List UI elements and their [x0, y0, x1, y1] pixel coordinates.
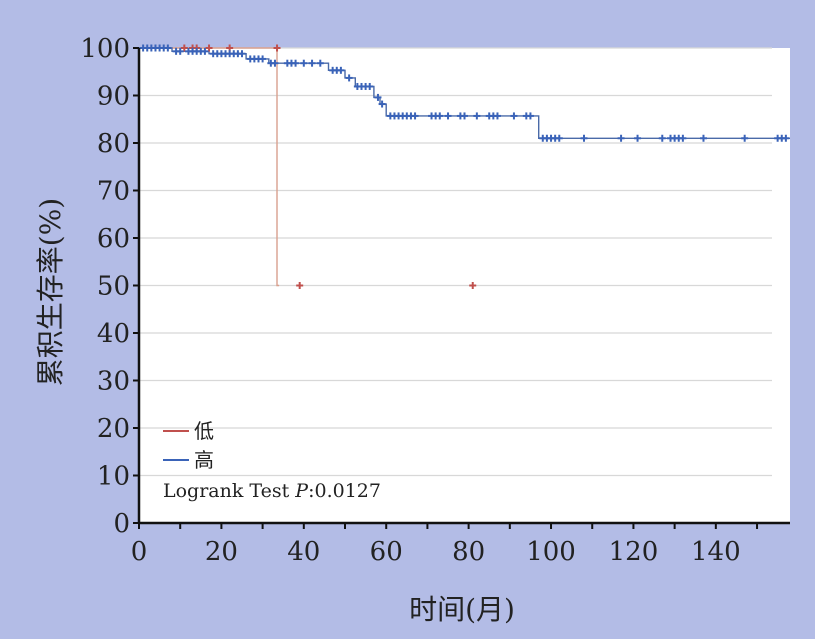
- x-tick-label-20: 20: [205, 537, 238, 567]
- y-tick-label-50: 50: [97, 272, 130, 302]
- censor-mark-high: [617, 134, 625, 142]
- censor-mark-high: [378, 100, 386, 108]
- y-tick-label-20: 20: [97, 414, 130, 444]
- legend-label-low: 低: [194, 419, 214, 443]
- censor-mark-low: [205, 44, 213, 52]
- y-tick-label-0: 0: [113, 509, 130, 539]
- y-tick-label-30: 30: [97, 367, 130, 397]
- censor-mark-high: [345, 74, 353, 82]
- censor-mark-high: [679, 134, 687, 142]
- censor-mark-high: [510, 112, 518, 120]
- x-tick-label-140: 140: [691, 537, 741, 567]
- censor-mark-high: [374, 93, 382, 101]
- censor-markers: [139, 44, 790, 289]
- censor-mark-high: [201, 47, 209, 55]
- logrank-annotation: Logrank Test P:0.0127: [163, 480, 381, 502]
- censor-mark-high: [658, 134, 666, 142]
- x-tick-label-100: 100: [526, 537, 576, 567]
- censor-mark-high: [366, 82, 374, 90]
- censor-mark-high: [634, 134, 642, 142]
- series-line-high: [139, 47, 790, 139]
- censor-mark-high: [493, 112, 501, 120]
- legend-label-high: 高: [194, 448, 214, 472]
- censor-mark-low: [180, 44, 188, 52]
- censor-mark-high: [580, 134, 588, 142]
- censor-mark-high: [526, 112, 534, 120]
- censor-mark-high: [337, 66, 345, 74]
- y-axis-title: 累积生存率(%): [34, 198, 67, 386]
- censor-mark-high: [176, 47, 184, 55]
- censor-mark-high: [411, 112, 419, 120]
- y-tick-label-80: 80: [97, 129, 130, 159]
- censor-mark-high: [271, 59, 279, 67]
- censor-mark-high: [238, 50, 246, 58]
- censor-mark-high: [300, 59, 308, 67]
- x-axis-title: 时间(月): [409, 593, 515, 626]
- y-tick-label-100: 100: [80, 34, 130, 64]
- x-tick-label-120: 120: [609, 537, 659, 567]
- censor-mark-high: [473, 112, 481, 120]
- censor-mark-low: [273, 44, 281, 52]
- censor-mark-high: [436, 112, 444, 120]
- legend: 低高: [163, 419, 214, 472]
- censor-mark-high: [461, 112, 468, 120]
- y-tick-label-10: 10: [97, 462, 130, 492]
- grid-lines: [139, 47, 772, 477]
- y-tick-label-90: 90: [97, 82, 130, 112]
- censor-mark-high: [316, 59, 324, 67]
- censor-mark-high: [164, 44, 172, 52]
- censor-mark-high: [782, 134, 790, 142]
- censor-mark-high: [259, 55, 267, 63]
- axis-ticks: 0 10 20 30 40 50 60 70 80 90 100 0 20 40 60 80 100 120 140: [80, 34, 759, 567]
- censor-mark-high: [308, 59, 316, 67]
- y-tick-label-40: 40: [97, 319, 130, 349]
- y-tick-label-60: 60: [97, 224, 130, 254]
- censor-mark-high: [555, 134, 563, 142]
- censor-mark-high: [444, 112, 452, 120]
- censor-mark-high: [699, 134, 707, 142]
- logrank-prefix: Logrank Test: [163, 480, 295, 502]
- x-tick-label-40: 40: [287, 537, 320, 567]
- censor-mark-high: [741, 134, 749, 142]
- y-tick-label-70: 70: [97, 177, 130, 207]
- logrank-p-value: :0.0127: [308, 480, 381, 502]
- x-tick-label-60: 60: [370, 537, 403, 567]
- x-tick-label-80: 80: [452, 537, 485, 567]
- x-tick-label-0: 0: [131, 537, 148, 567]
- censor-mark-low: [296, 282, 304, 289]
- censor-mark-high: [292, 59, 300, 67]
- logrank-p-symbol: P: [294, 480, 309, 502]
- censor-mark-low: [469, 282, 477, 289]
